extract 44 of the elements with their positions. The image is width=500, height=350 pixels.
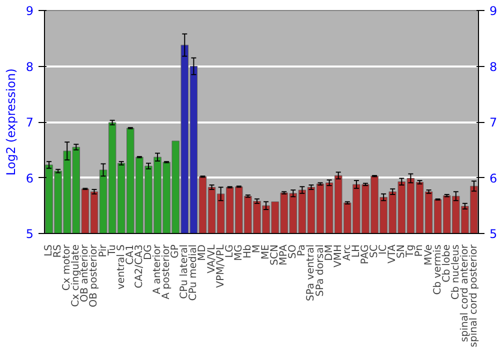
y2-tick-label: 7 — [490, 116, 498, 130]
x-tick-label: MVe — [423, 244, 434, 266]
x-tick-label: DM — [324, 244, 335, 261]
x-tick-label: Arc — [342, 244, 353, 261]
y2-tick-label: 8 — [490, 60, 498, 74]
y-axis-title: Log2 (expression) — [4, 68, 18, 176]
x-tick-label: Cb lobe — [441, 244, 452, 282]
x-tick-label: CA1 — [124, 244, 136, 265]
x-tick-label: OB posterior — [88, 244, 100, 308]
y-tick-label: 5 — [26, 227, 34, 241]
x-tick-label: SPa ventral — [306, 244, 317, 302]
x-tick-label: spinal cord anterior — [459, 244, 470, 342]
y2-tick-label: 9 — [490, 4, 498, 18]
x-tick-label: Hb — [242, 244, 254, 258]
y2-tick-label: 5 — [490, 227, 498, 241]
x-tick-label: M — [251, 244, 262, 254]
x-tick-label: LH — [350, 244, 362, 258]
x-tick-label: ventral S — [116, 244, 127, 290]
x-tick-label: Cb nucleus — [450, 244, 462, 300]
y2-tick-label: 6 — [490, 171, 498, 186]
x-tick-label: Cb vermis — [432, 244, 444, 295]
x-tick-label: SPa dorsal — [314, 244, 326, 296]
x-tick-label: Pir — [98, 244, 109, 258]
x-tick-label: Pa — [296, 244, 308, 256]
x-tick-label: Tg — [405, 244, 416, 258]
x-tick-label: MD — [197, 244, 208, 261]
x-tick-label: DG — [142, 244, 154, 260]
x-tick-label: CA2/CA3 — [134, 244, 145, 288]
x-tick-label: RS — [52, 244, 64, 258]
x-tick-label: GP — [170, 244, 182, 258]
x-tick-label: VPM/VPL — [215, 244, 226, 288]
x-tick-label: VMH — [332, 244, 344, 268]
x-tick-label: MG — [233, 244, 244, 261]
y-tick-label: 7 — [26, 116, 34, 130]
y-tick-label: 6 — [26, 171, 34, 186]
x-tick-label: PAG — [360, 244, 371, 264]
y-tick-label: 9 — [26, 4, 34, 18]
x-tick-label: spinal cord posterior — [468, 244, 480, 348]
x-tick-label: LG — [224, 244, 236, 258]
y-tick-label: 8 — [26, 60, 34, 74]
x-tick-label: A posterior — [161, 244, 172, 300]
x-tick-label: Pn — [414, 244, 426, 257]
x-tick-label: VA/VL — [206, 244, 218, 274]
x-tick-label: Tu — [106, 244, 118, 256]
